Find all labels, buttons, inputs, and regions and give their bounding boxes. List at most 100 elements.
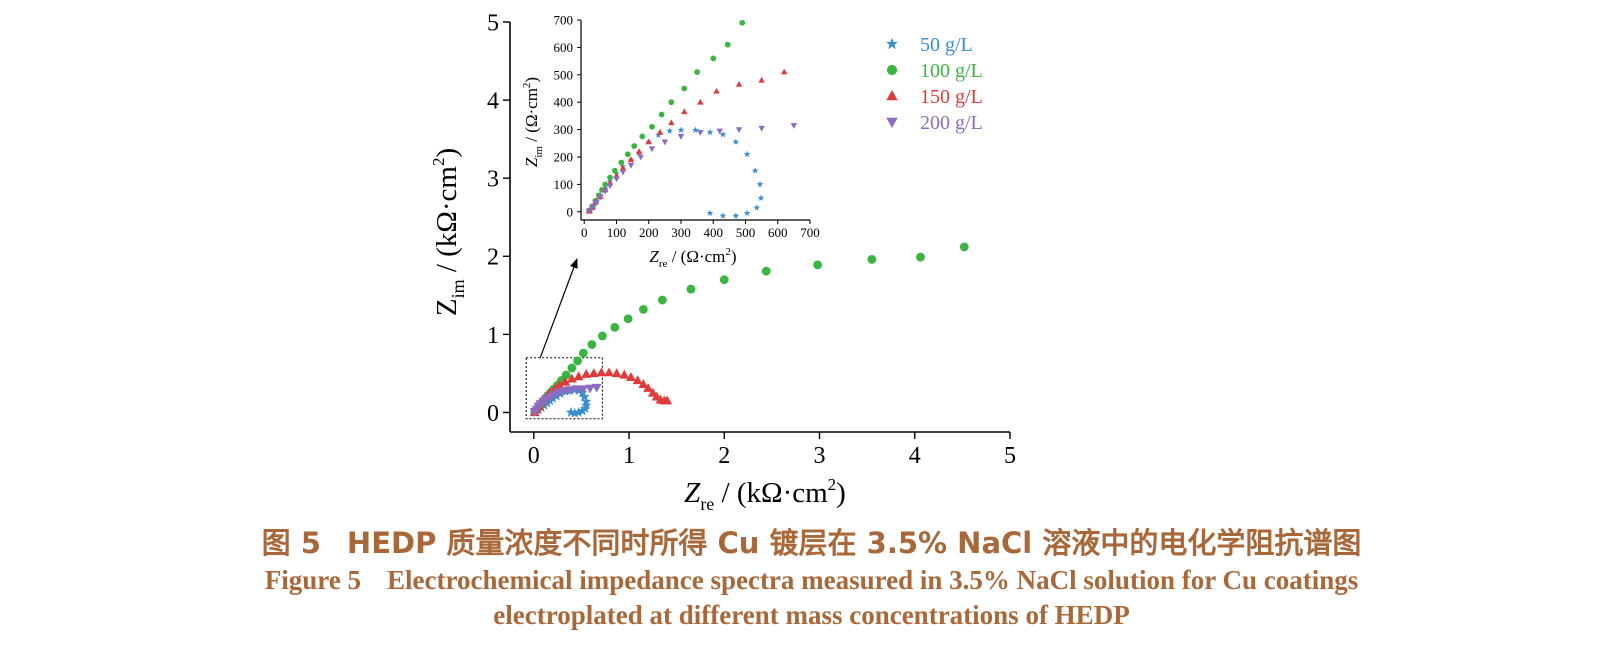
main-data-point xyxy=(560,376,571,386)
inset-data-point xyxy=(639,133,646,140)
main-y-tick-label: 3 xyxy=(487,167,499,193)
main-data-point xyxy=(579,391,590,402)
main-x-tick-label: 4 xyxy=(909,443,921,469)
main-x-axis-label: Zre / (kΩ·cm2) xyxy=(684,475,846,514)
main-x-tick-label: 3 xyxy=(814,443,826,469)
inset-x-tick-label: 600 xyxy=(768,225,788,240)
inset-y-tick-label: 400 xyxy=(554,95,574,110)
inset-y-label-unit: / (Ω·cm xyxy=(522,88,541,146)
main-data-point xyxy=(580,403,591,413)
inset-y-label-symbol: Z xyxy=(522,157,541,167)
main-x-label-sub: re xyxy=(700,494,714,514)
inset-data-point xyxy=(743,150,751,158)
inset-y-tick-label: 100 xyxy=(554,177,574,192)
inset-data-point xyxy=(656,128,664,135)
inset-y-tick-label: 600 xyxy=(554,40,574,55)
inset-data-point xyxy=(619,169,627,176)
inset-data-point xyxy=(585,208,593,215)
main-data-point xyxy=(578,348,588,358)
main-data-point xyxy=(585,384,595,394)
main-data-point xyxy=(553,388,564,398)
inset-y-tick-label: 200 xyxy=(554,150,574,165)
inset-data-point xyxy=(631,143,638,149)
inset-x-label-unit: / (Ω·cm xyxy=(667,247,725,266)
main-x-label-symbol: Z xyxy=(684,477,701,509)
inset-data-point xyxy=(666,127,674,134)
main-data-point xyxy=(581,399,592,410)
inset-data-point xyxy=(710,55,717,62)
inset-data-point xyxy=(627,156,635,163)
inset-data-point xyxy=(706,128,714,136)
inset-data-point xyxy=(739,19,746,26)
inset-x-label-sup: 2 xyxy=(725,246,731,258)
main-data-point xyxy=(554,379,565,389)
main-data-point xyxy=(561,370,571,380)
inset-y-tick-label: 700 xyxy=(554,13,574,28)
inset-data-point xyxy=(753,204,761,211)
inset-series-100-g-l xyxy=(586,19,746,214)
legend-marker xyxy=(886,64,898,76)
inset-data-point xyxy=(692,126,699,134)
caption-cn-text: HEDP 质量浓度不同时所得 Cu 镀层在 3.5% NaCl 溶液中的电化学阻… xyxy=(346,526,1362,560)
main-data-point xyxy=(573,371,584,381)
main-data-point xyxy=(567,363,577,373)
main-data-point xyxy=(611,368,622,378)
main-data-point xyxy=(626,372,636,381)
inset-data-point xyxy=(635,148,643,154)
inset-data-point xyxy=(780,68,788,75)
legend: 50 g/L 100 g/L 150 g/L 200 g/L xyxy=(886,34,983,134)
inset-data-point xyxy=(756,180,764,188)
main-data-point xyxy=(604,367,614,377)
inset-data-point xyxy=(589,204,596,211)
main-data-point xyxy=(761,266,771,276)
main-y-tick-label: 2 xyxy=(487,245,499,271)
inset-data-point xyxy=(677,126,685,134)
main-data-point xyxy=(588,368,599,378)
caption-english-line1: Figure 5 Electrochemical impedance spectr… xyxy=(0,565,1623,596)
main-data-point xyxy=(569,407,580,418)
main-y-label-unit: / (kΩ·cm xyxy=(431,166,463,280)
legend-marker xyxy=(886,90,898,101)
main-x-tick-label: 0 xyxy=(528,443,540,469)
inset-y-tick-label: 300 xyxy=(554,122,574,137)
main-data-point xyxy=(638,304,648,314)
main-data-point xyxy=(597,331,607,341)
inset-y-label-sub: im xyxy=(533,146,545,158)
main-data-point xyxy=(623,314,633,324)
inset-x-tick-label: 400 xyxy=(703,225,723,240)
main-x-ticks: 0 1 2 3 4 5 xyxy=(528,432,1016,469)
inset-data-point xyxy=(716,128,723,135)
main-data-point xyxy=(686,284,696,294)
inset-data-point xyxy=(668,99,675,106)
main-x-label-sup: 2 xyxy=(828,475,837,494)
inset-series-200-g-l xyxy=(585,123,798,215)
inset-data-point xyxy=(648,146,656,153)
main-data-point xyxy=(565,386,575,396)
inset-y-label-close: ) xyxy=(522,77,541,83)
inset-data-point xyxy=(655,131,662,138)
inset-x-label-sub: re xyxy=(659,258,668,270)
main-data-point xyxy=(638,379,649,389)
main-data-point xyxy=(610,322,620,332)
inset-pointer-arrow xyxy=(539,258,578,359)
inset-data-point xyxy=(732,138,740,145)
inset-data-points xyxy=(585,19,798,219)
inset-data-point xyxy=(668,119,675,126)
inset-data-point xyxy=(611,167,618,174)
caption-cn-label: 图 5 xyxy=(261,526,321,560)
main-data-point xyxy=(591,383,602,393)
main-x-tick-label: 2 xyxy=(718,443,730,469)
inset-series-150-g-l xyxy=(585,68,788,214)
main-data-point xyxy=(565,407,577,417)
legend-label: 100 g/L xyxy=(920,60,983,82)
inset-x-axis-label: Zre / (Ω·cm2) xyxy=(649,246,736,270)
inset-x-label-symbol: Z xyxy=(649,247,659,266)
inset-x-tick-label: 200 xyxy=(639,225,659,240)
inset-y-tick-label: 0 xyxy=(567,204,574,219)
inset-x-ticks: 0 100 200 300 400 500 600 700 xyxy=(581,220,820,240)
inset-plot: 0 100 200 300 400 500 600 700 0 100 200 300 400 500 6… xyxy=(521,13,820,270)
inset-x-tick-label: 0 xyxy=(581,225,588,240)
main-data-point xyxy=(596,367,607,377)
inset-data-point xyxy=(743,209,751,217)
